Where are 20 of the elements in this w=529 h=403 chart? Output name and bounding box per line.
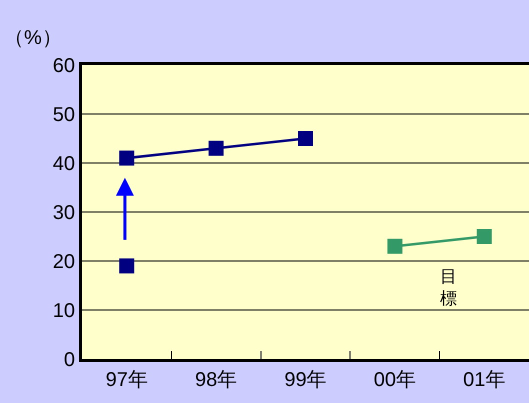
y-tick-label: 50 <box>52 104 75 126</box>
y-tick-label: 30 <box>52 202 75 224</box>
point <box>208 140 224 156</box>
point <box>476 229 492 244</box>
point <box>119 150 134 166</box>
y-tick-label: 0 <box>64 349 75 371</box>
y-tick-label: 40 <box>52 153 75 175</box>
point <box>298 131 313 146</box>
x-tick-label: 01年 <box>463 369 506 391</box>
y-axis-title: （%） <box>4 27 62 49</box>
y-tick-label: 20 <box>52 251 75 273</box>
y-tick-label: 10 <box>52 300 75 322</box>
series-label: 目標 <box>440 267 457 308</box>
x-tick-label: 00年 <box>374 369 416 391</box>
x-tick-label: 99年 <box>284 369 327 391</box>
x-tick-label: 97年 <box>106 369 148 391</box>
y-tick-label: 60 <box>52 55 75 77</box>
x-tick-label: 98年 <box>194 369 238 391</box>
point <box>387 238 402 254</box>
point <box>119 258 134 274</box>
